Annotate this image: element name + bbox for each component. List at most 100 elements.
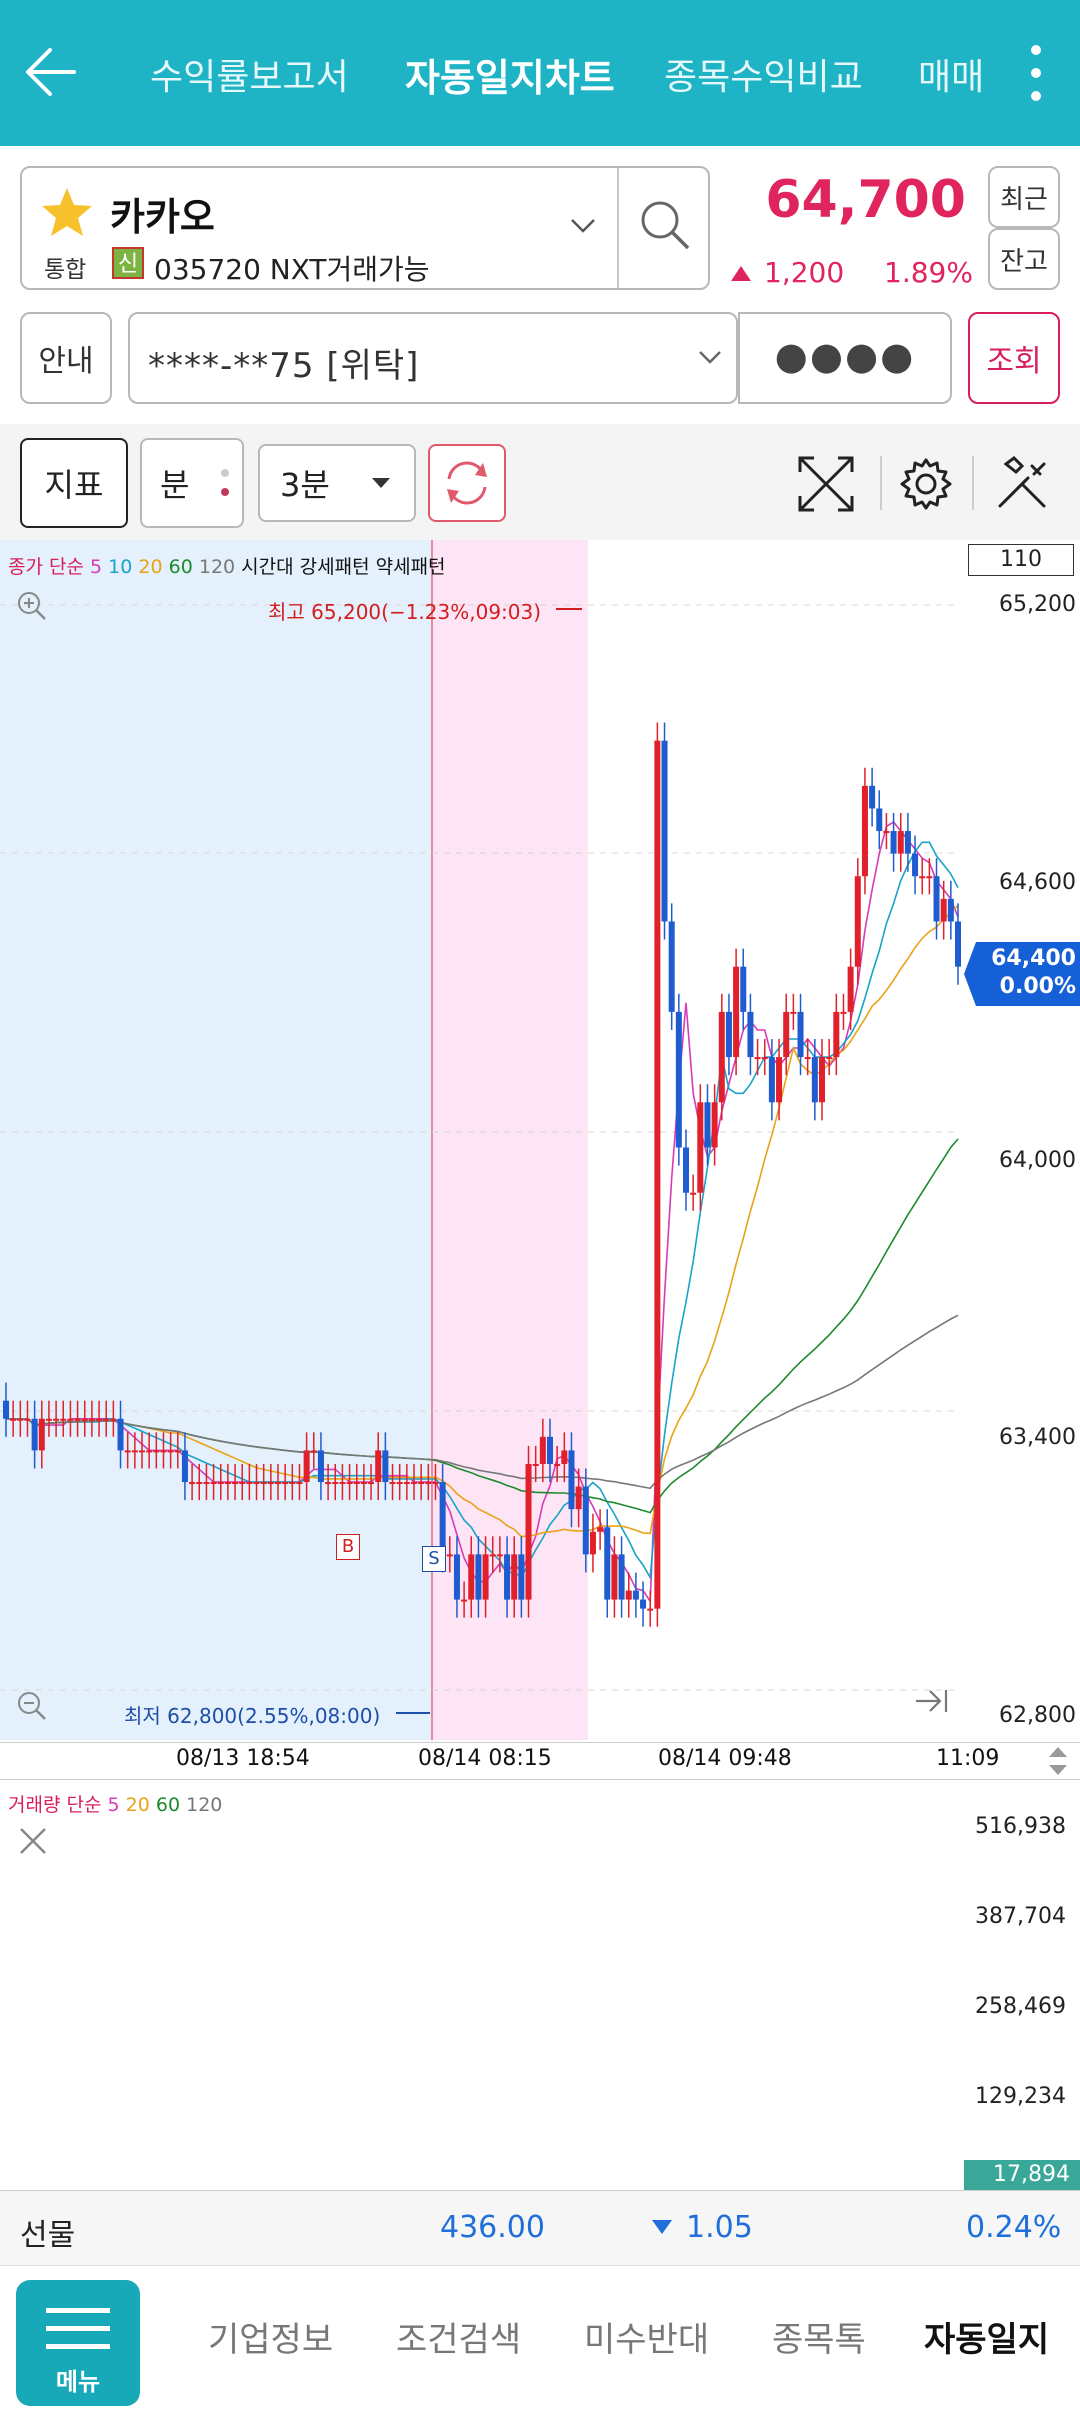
- down-triangle-icon: [652, 2220, 672, 2234]
- candle-body: [640, 1599, 647, 1609]
- candle-body: [761, 1057, 768, 1060]
- candle-body: [496, 1554, 503, 1557]
- nav-stock-talk[interactable]: 종목톡: [772, 2320, 866, 2360]
- candle-body: [804, 1057, 811, 1060]
- candle-body: [67, 1418, 74, 1421]
- volume-axis-label: 258,469: [975, 1994, 1066, 2019]
- menu-label: 메뉴: [55, 2368, 101, 2396]
- candle-body: [539, 1436, 546, 1464]
- time-axis-label: 11:09: [936, 1746, 1000, 1771]
- unit-dots-icon: [221, 469, 229, 496]
- futures-bar[interactable]: [0, 2190, 1080, 2266]
- chevron-down-icon[interactable]: [698, 350, 722, 366]
- candle-body: [546, 1436, 554, 1464]
- unit-button[interactable]: 분: [140, 438, 244, 528]
- candle-body: [274, 1482, 282, 1485]
- zoom-out-icon[interactable]: [16, 1690, 48, 1722]
- interval-value: 3분: [280, 466, 330, 504]
- candle-body: [203, 1482, 210, 1485]
- candle-body: [389, 1482, 396, 1485]
- candle-body: [711, 1102, 718, 1148]
- legend-pattern: 시간대 강세패턴 약세패턴: [241, 556, 446, 578]
- candle-body: [217, 1482, 224, 1485]
- close-icon[interactable]: [18, 1826, 48, 1856]
- stock-name: 카카오: [110, 195, 215, 239]
- tab-trade[interactable]: 매매: [918, 57, 985, 98]
- candle-body: [53, 1418, 60, 1421]
- stock-code-info: 035720 NXT거래가능: [154, 253, 430, 286]
- candle-body: [346, 1482, 353, 1485]
- menu-button[interactable]: 메뉴: [16, 2280, 140, 2406]
- candle-body: [146, 1450, 153, 1453]
- tab-profit-report[interactable]: 수익률보고서: [150, 57, 349, 98]
- tab-auto-journal-chart[interactable]: 자동일지차트: [405, 56, 615, 100]
- candle-body: [561, 1450, 568, 1464]
- candle-body: [811, 1057, 818, 1103]
- tools-icon[interactable]: [992, 454, 1052, 514]
- ma-legend[interactable]: 종가 단순 5 10 20 60 120 시간대 강세패턴 약세패턴: [8, 552, 446, 579]
- candle-body: [260, 1482, 267, 1485]
- candle-body: [103, 1418, 110, 1421]
- nav-uncollected[interactable]: 미수반대: [584, 2320, 710, 2360]
- indicator-button[interactable]: 지표: [20, 438, 128, 528]
- candle-count-box[interactable]: 110: [968, 544, 1074, 576]
- candle-body: [589, 1531, 596, 1555]
- candle-body: [847, 966, 854, 1012]
- candle-body: [181, 1450, 188, 1483]
- candle-body: [353, 1482, 360, 1485]
- guide-button[interactable]: 안내: [20, 312, 112, 404]
- candle-body: [833, 1011, 840, 1058]
- futures-label: 선물: [20, 2218, 76, 2253]
- fullscreen-icon[interactable]: [796, 454, 856, 514]
- candle-body: [776, 1057, 783, 1103]
- password-field[interactable]: [738, 312, 952, 404]
- nav-company-info[interactable]: 기업정보: [208, 2320, 334, 2360]
- low-price-label: 최저 62,800(2.55%,08:00): [124, 1704, 381, 1728]
- candle-body: [947, 898, 954, 922]
- volume-legend[interactable]: 거래량 단순 5 20 60 120: [8, 1790, 222, 1817]
- zoom-in-icon[interactable]: [16, 590, 48, 622]
- axis-toggle-icon[interactable]: [1046, 1744, 1070, 1778]
- nav-condition-search[interactable]: 조건검색: [396, 2320, 522, 2360]
- candle-body: [897, 831, 904, 854]
- tab-stock-profit-compare[interactable]: 종목수익비교: [664, 57, 863, 98]
- candle-body: [246, 1482, 253, 1485]
- price-chart[interactable]: [0, 540, 1080, 1740]
- favorite-star-icon[interactable]: [40, 186, 94, 238]
- candle-body: [883, 831, 890, 834]
- nav-auto-journal[interactable]: 자동일지: [924, 2320, 1050, 2360]
- back-arrow-icon[interactable]: [22, 46, 80, 98]
- volume-legend-prefix: 거래량 단순: [8, 1794, 102, 1816]
- gear-icon[interactable]: [896, 454, 956, 514]
- recent-button[interactable]: 최근: [988, 166, 1060, 228]
- time-axis-label: 08/14 09:48: [658, 1746, 792, 1771]
- candle-body: [926, 876, 933, 879]
- candle-body: [296, 1482, 303, 1485]
- candle-body: [754, 1057, 761, 1060]
- interval-select[interactable]: 3분: [258, 444, 416, 522]
- refresh-button[interactable]: [428, 444, 506, 522]
- candle-body: [38, 1418, 45, 1451]
- search-icon[interactable]: [636, 196, 692, 252]
- more-vertical-icon[interactable]: [1028, 42, 1044, 104]
- candle-body: [117, 1418, 124, 1451]
- candle-body: [511, 1554, 518, 1600]
- candle-body: [697, 1102, 704, 1193]
- scroll-to-end-icon[interactable]: [912, 1686, 950, 1716]
- candle-body: [854, 876, 861, 967]
- candle-body: [332, 1482, 339, 1485]
- candle-body: [375, 1450, 382, 1483]
- volume-legend-ma60: 60: [155, 1794, 181, 1816]
- chevron-down-icon[interactable]: [570, 218, 596, 234]
- balance-button[interactable]: 잔고: [988, 228, 1060, 290]
- current-volume-tag: 17,894: [964, 2160, 1080, 2190]
- query-button[interactable]: 조회: [968, 312, 1060, 404]
- legend-ma60: 60: [168, 556, 193, 578]
- candle-body: [410, 1482, 418, 1485]
- candle-body: [797, 1011, 804, 1058]
- account-select[interactable]: [128, 312, 738, 404]
- candle-body: [153, 1450, 160, 1453]
- candle-body: [790, 1011, 797, 1014]
- candle-body: [625, 1590, 632, 1600]
- candle-body: [919, 876, 926, 879]
